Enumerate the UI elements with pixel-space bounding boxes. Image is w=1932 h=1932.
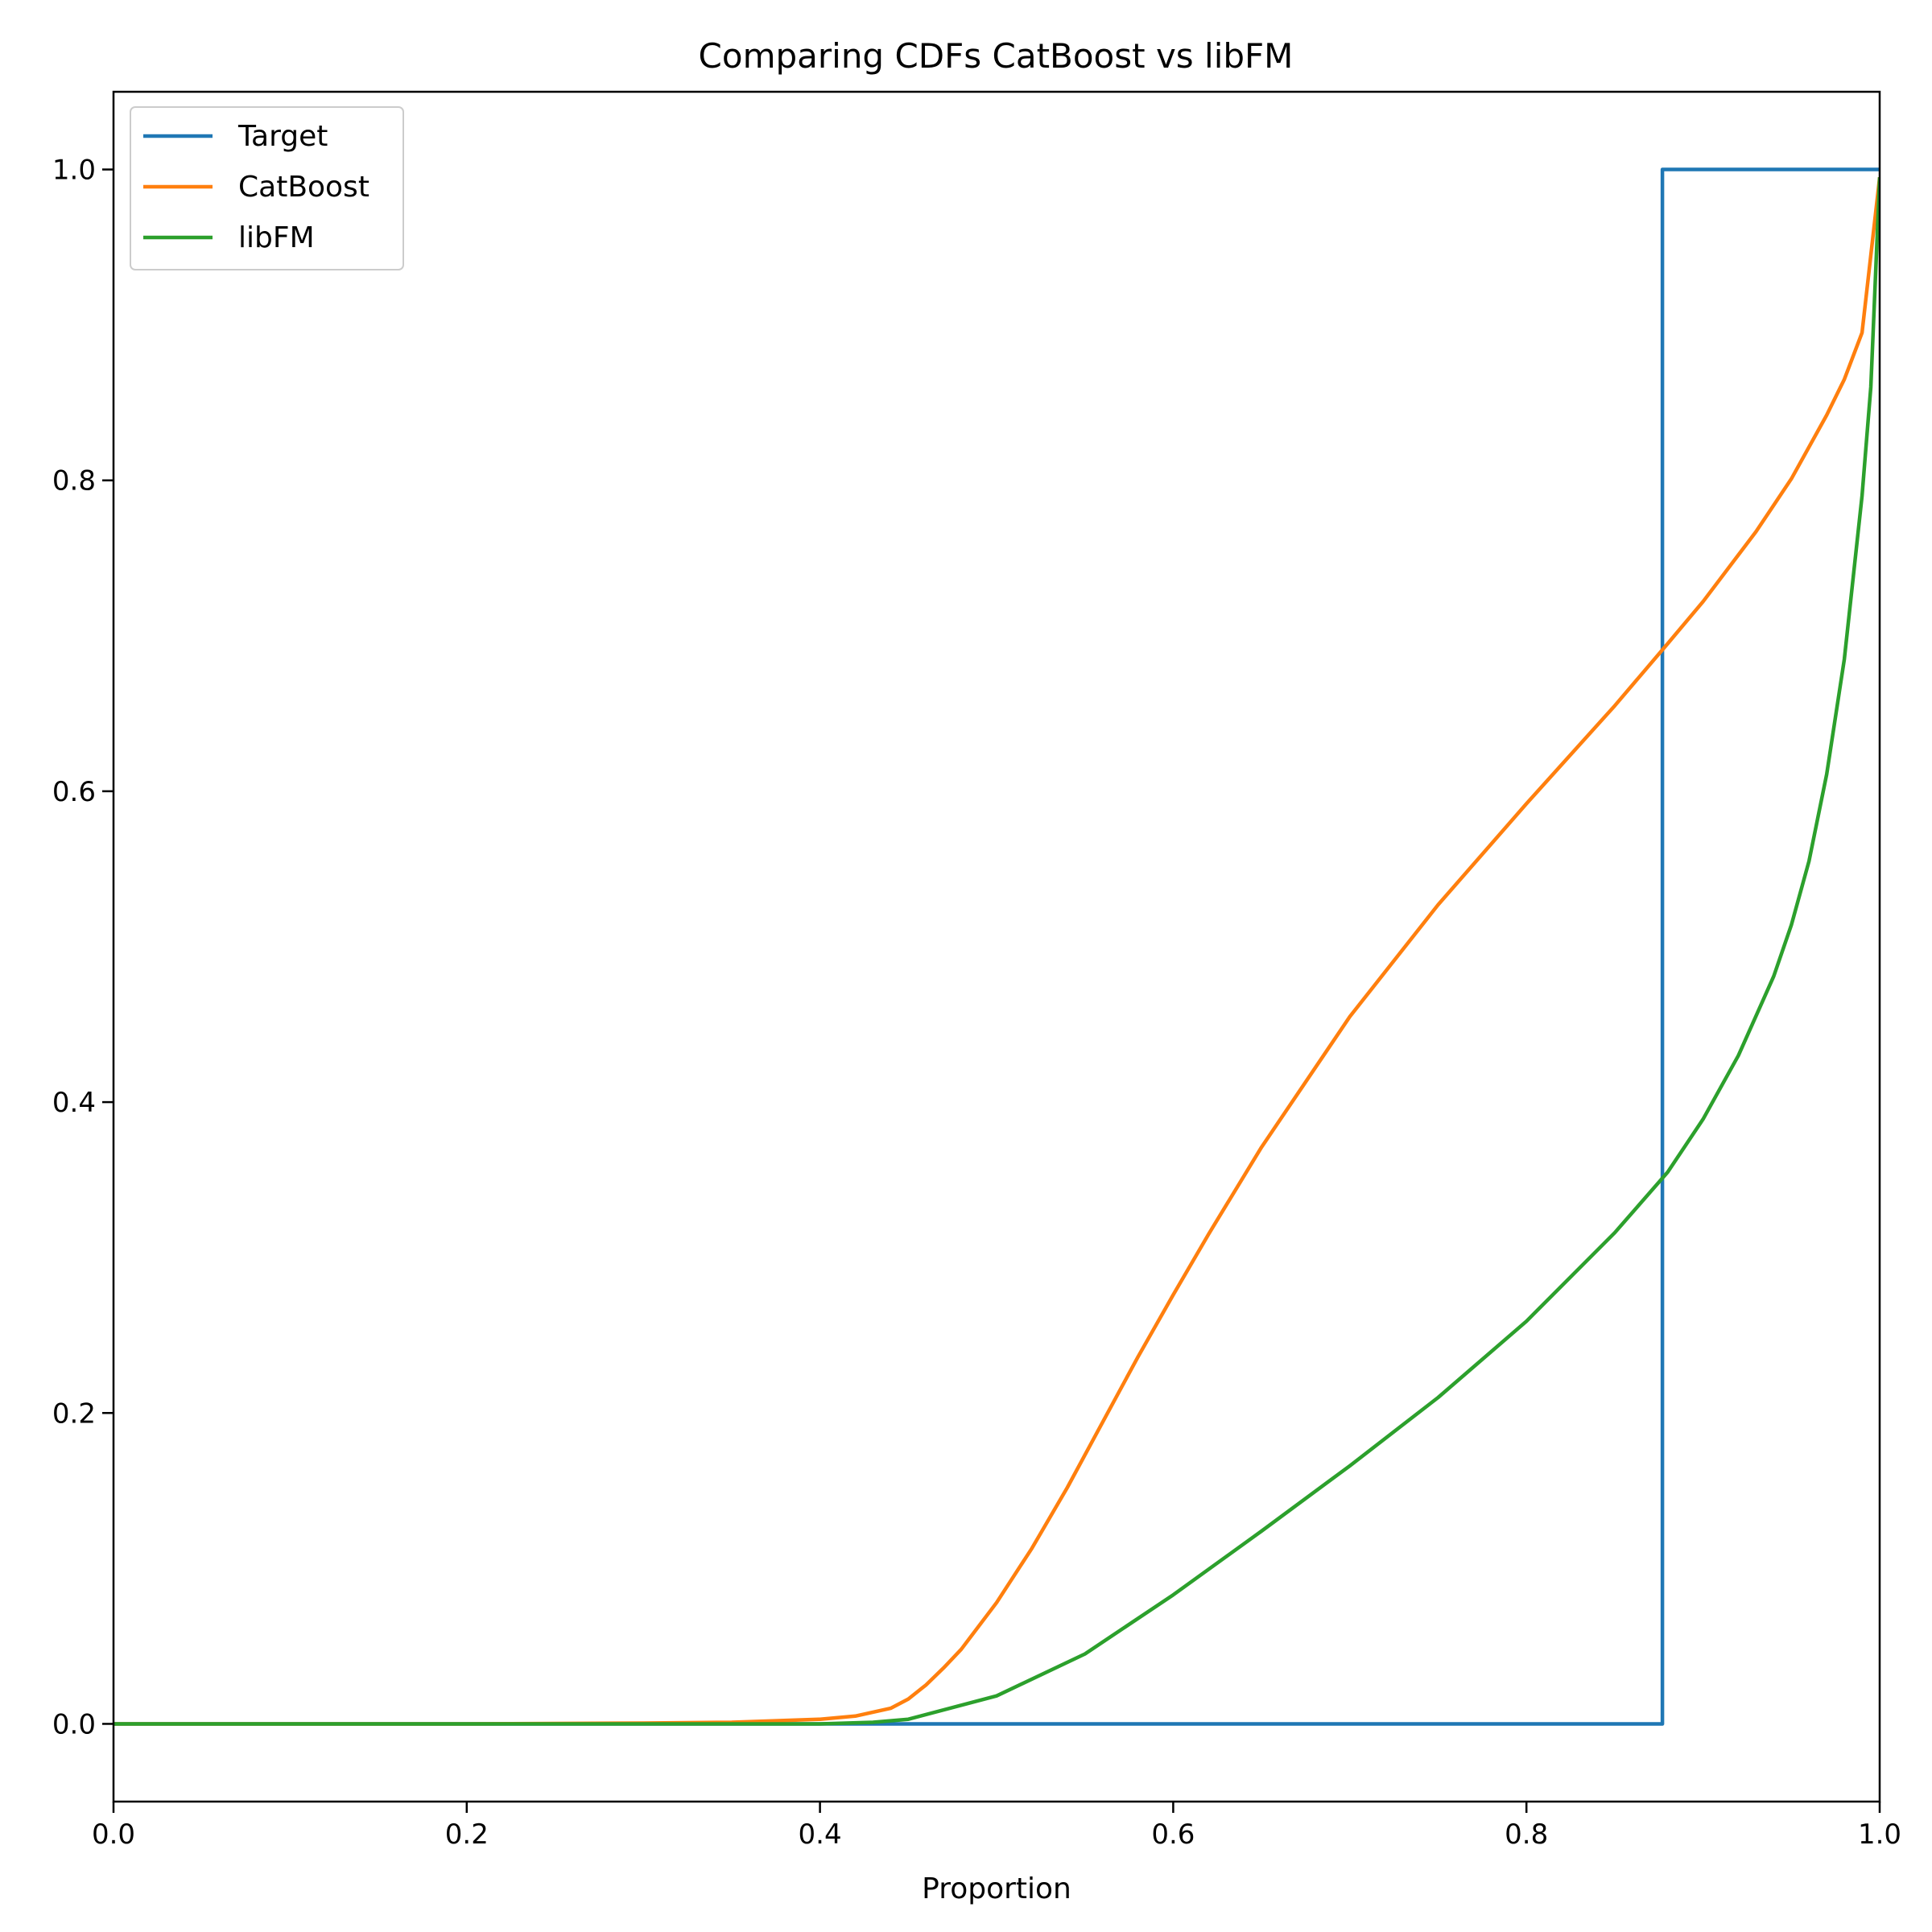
x-tick-label: 0.4 <box>799 1818 842 1851</box>
y-tick-label: 0.4 <box>52 1087 96 1119</box>
x-axis: 0.0 0.2 0.4 0.6 0.8 1.0 <box>92 1802 1901 1851</box>
y-axis: 0.0 0.2 0.4 0.6 0.8 1.0 <box>52 155 114 1740</box>
x-tick-label: 0.8 <box>1505 1818 1548 1851</box>
legend: Target CatBoost libFM <box>130 106 404 270</box>
legend-label-target: Target <box>237 120 328 153</box>
y-tick-label: 0.6 <box>52 776 96 808</box>
legend-label-catboost: CatBoost <box>238 171 369 204</box>
y-tick-label: 1.0 <box>52 155 96 187</box>
x-tick-label: 0.0 <box>92 1818 135 1851</box>
y-tick-label: 0.0 <box>52 1708 96 1740</box>
x-tick-label: 0.2 <box>445 1818 489 1851</box>
legend-label-libfm: libFM <box>238 221 315 254</box>
x-tick-label: 0.6 <box>1151 1818 1195 1851</box>
axes-frame <box>112 90 1881 1803</box>
series-line-libfm <box>114 177 1880 1726</box>
series-line-catboost <box>114 176 1880 1726</box>
x-tick-label: 1.0 <box>1858 1818 1901 1851</box>
y-tick-label: 0.8 <box>52 465 96 497</box>
y-tick-label: 0.2 <box>52 1397 96 1430</box>
plot-area <box>114 167 1880 1726</box>
legend-box <box>130 106 404 270</box>
chart-title: Comparing CDFs CatBoost vs libFM <box>699 36 1294 76</box>
series-layer <box>114 167 1880 1726</box>
x-axis-title: Proportion <box>922 1872 1071 1905</box>
series-line-target <box>114 167 1880 1726</box>
